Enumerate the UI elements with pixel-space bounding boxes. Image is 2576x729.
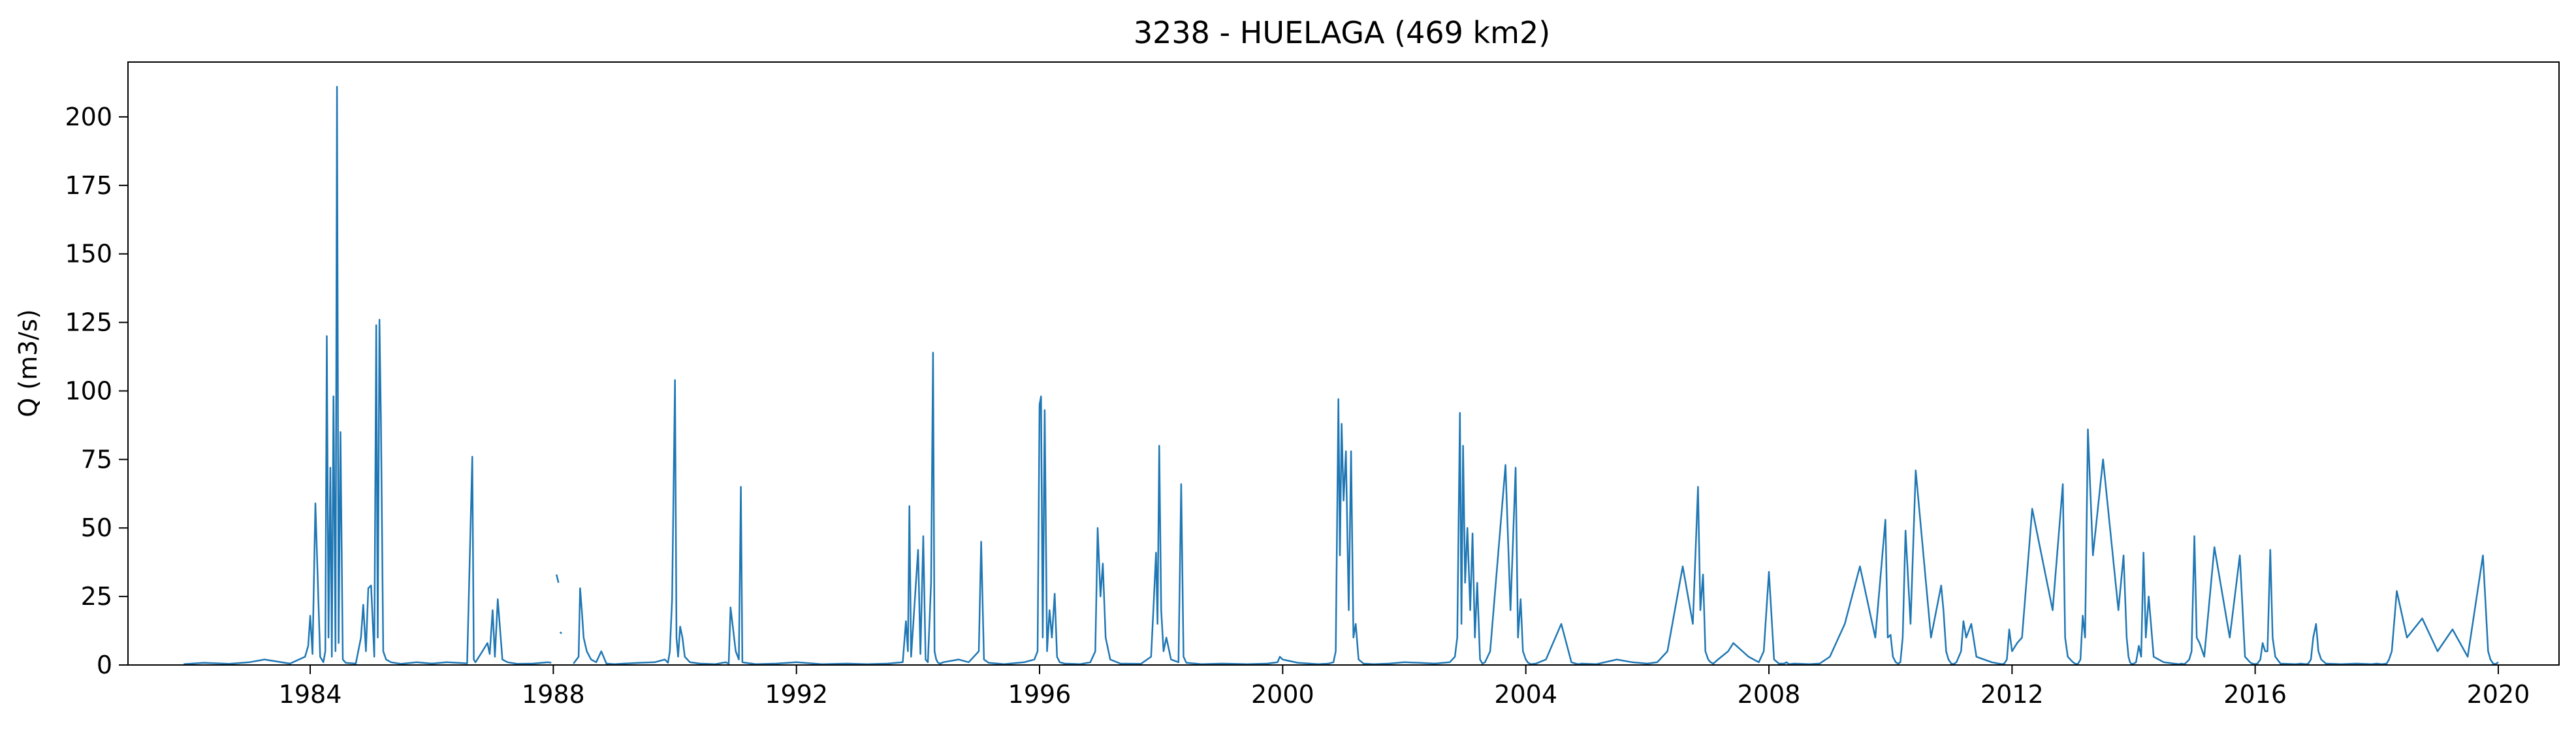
y-tick-label: 75 [81,445,112,474]
y-tick-label: 50 [81,513,112,542]
series-line-segment [555,574,560,583]
y-tick-label: 25 [81,582,112,611]
chart-title: 3238 - HUELAGA (469 km2) [1134,15,1550,50]
y-tick-label: 150 [65,240,112,268]
plot-frame [127,61,2560,666]
y-axis-label: Q (m3/s) [14,309,42,417]
y-tick-label: 175 [65,171,112,200]
series-line-segment [559,631,562,634]
x-tick-label: 2000 [1251,680,1314,709]
x-axis: 1984 1988 1992 1996 2000 2004 2008 2012 2016 2020 [279,665,2530,709]
x-tick-label: 1988 [522,680,585,709]
series-line-segment [183,86,552,665]
x-tick-label: 2004 [1494,680,1557,709]
x-tick-label: 2016 [2223,680,2287,709]
y-tick-label: 125 [65,308,112,337]
y-tick-label: 0 [97,651,112,679]
plot-area [183,86,2499,665]
x-tick-label: 2020 [2467,680,2530,709]
x-tick-label: 1996 [1008,680,1072,709]
x-tick-label: 2012 [1980,680,2044,709]
x-tick-label: 1992 [765,680,828,709]
series-layer [183,86,2499,665]
x-tick-label: 1984 [279,680,342,709]
x-tick-label: 2008 [1738,680,1801,709]
y-tick-label: 200 [65,103,112,131]
series-line-segment [573,351,2499,665]
y-tick-label: 100 [65,376,112,405]
y-axis: 0 25 50 75 100 125 150 175 200 [65,103,128,679]
